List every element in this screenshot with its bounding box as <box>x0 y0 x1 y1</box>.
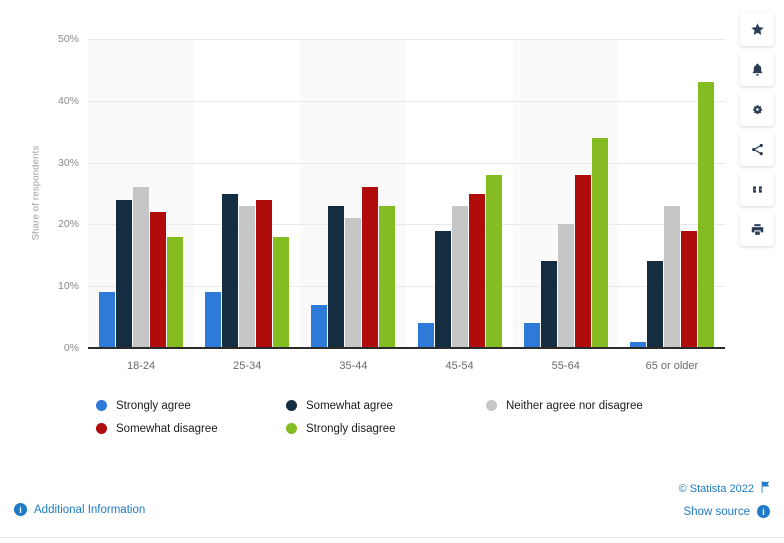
gear-icon <box>750 102 765 117</box>
bar[interactable] <box>540 261 557 348</box>
bar[interactable] <box>379 205 396 348</box>
bar[interactable] <box>591 137 608 348</box>
chart-toolbar <box>740 12 774 246</box>
plot-area: 0% 10% 20% 30% 40% 50% <box>58 33 725 354</box>
bar[interactable] <box>663 205 680 348</box>
cite-button[interactable] <box>740 172 774 206</box>
legend-item[interactable]: Strongly disagree <box>286 423 486 435</box>
bar[interactable] <box>167 236 184 348</box>
bar-group <box>407 39 513 348</box>
bar[interactable] <box>574 174 591 348</box>
legend-item[interactable]: Neither agree nor disagree <box>486 400 716 412</box>
additional-information-link[interactable]: i Additional Information <box>14 503 145 516</box>
favorite-button[interactable] <box>740 12 774 46</box>
y-axis-label: Share of respondents <box>30 145 42 241</box>
bar[interactable] <box>362 187 379 348</box>
bar-group <box>513 39 619 348</box>
bar[interactable] <box>345 218 362 348</box>
legend-label: Somewhat agree <box>306 399 393 412</box>
footer-divider <box>0 537 784 538</box>
star-icon <box>750 22 765 37</box>
x-axis-line <box>88 347 725 349</box>
legend-row: Strongly agree Somewhat agree Neither agre… <box>96 394 716 417</box>
bar[interactable] <box>646 261 663 348</box>
legend-label: Strongly disagree <box>306 422 396 435</box>
bar[interactable] <box>150 212 167 348</box>
legend-swatch-icon <box>96 400 107 411</box>
gridline <box>88 39 725 40</box>
legend-item[interactable]: Somewhat disagree <box>96 423 286 435</box>
bar[interactable] <box>434 230 451 348</box>
legend-item[interactable]: Somewhat agree <box>286 400 486 412</box>
bell-icon <box>750 62 765 77</box>
bar[interactable] <box>99 292 116 348</box>
y-tick-label: 20% <box>57 218 79 231</box>
bar[interactable] <box>468 193 485 348</box>
bar[interactable] <box>133 187 150 348</box>
bar[interactable] <box>116 199 133 348</box>
legend-label: Neither agree nor disagree <box>506 399 643 412</box>
bar[interactable] <box>239 205 256 348</box>
settings-button[interactable] <box>740 92 774 126</box>
legend-swatch-icon <box>286 423 297 434</box>
chart-legend: Strongly agree Somewhat agree Neither agre… <box>96 394 716 440</box>
print-icon <box>750 222 765 237</box>
bar[interactable] <box>205 292 222 348</box>
bar[interactable] <box>697 82 714 348</box>
copyright-text: © Statista 2022 <box>678 482 754 495</box>
y-tick-label: 30% <box>57 156 79 169</box>
x-tick-label: 35-44 <box>339 360 368 372</box>
show-source-label: Show source <box>683 505 750 518</box>
info-icon: i <box>14 503 27 516</box>
x-tick-label: 55-64 <box>551 360 580 372</box>
x-tick-label: 65 or older <box>645 360 699 372</box>
legend-item[interactable]: Strongly agree <box>96 400 286 412</box>
bar[interactable] <box>680 230 697 348</box>
bar[interactable] <box>523 323 540 348</box>
bar-group <box>88 39 194 348</box>
bar-group <box>619 39 725 348</box>
legend-label: Somewhat disagree <box>116 422 218 435</box>
gridline <box>88 100 725 102</box>
legend-swatch-icon <box>96 423 107 434</box>
bar-group <box>194 39 300 348</box>
bar[interactable] <box>256 199 273 348</box>
bar[interactable] <box>557 224 574 348</box>
bar[interactable] <box>485 174 502 348</box>
additional-information-label: Additional Information <box>34 503 146 516</box>
y-tick-label: 10% <box>57 280 79 293</box>
y-tick-label: 50% <box>57 33 79 45</box>
bar[interactable] <box>328 205 345 348</box>
bar[interactable] <box>273 236 290 348</box>
share-icon <box>750 142 765 157</box>
bar-group <box>300 39 406 348</box>
print-button[interactable] <box>740 212 774 246</box>
y-tick-label: 40% <box>57 94 79 107</box>
x-tick-label: 25-34 <box>233 360 262 372</box>
legend-label: Strongly agree <box>116 399 191 412</box>
x-tick-label: 18-24 <box>127 360 156 372</box>
alert-button[interactable] <box>740 52 774 86</box>
gridline <box>88 162 725 164</box>
legend-row: Somewhat disagree Strongly disagree <box>96 417 716 440</box>
bar[interactable] <box>417 323 434 348</box>
gridline <box>88 224 725 226</box>
bar[interactable] <box>311 304 328 348</box>
show-source-link[interactable]: Show source i <box>684 505 770 518</box>
x-tick-label: 45-54 <box>445 360 474 372</box>
y-tick-label: 0% <box>63 342 79 354</box>
bar[interactable] <box>451 205 468 348</box>
legend-swatch-icon <box>286 400 297 411</box>
quote-icon <box>750 182 765 197</box>
bar[interactable] <box>222 193 239 348</box>
bar[interactable] <box>629 341 646 348</box>
info-icon: i <box>757 505 770 518</box>
gridline <box>88 286 725 288</box>
copyright: © Statista 2022 <box>679 481 770 496</box>
flag-icon <box>760 481 770 496</box>
legend-swatch-icon <box>486 400 497 411</box>
share-button[interactable] <box>740 132 774 166</box>
